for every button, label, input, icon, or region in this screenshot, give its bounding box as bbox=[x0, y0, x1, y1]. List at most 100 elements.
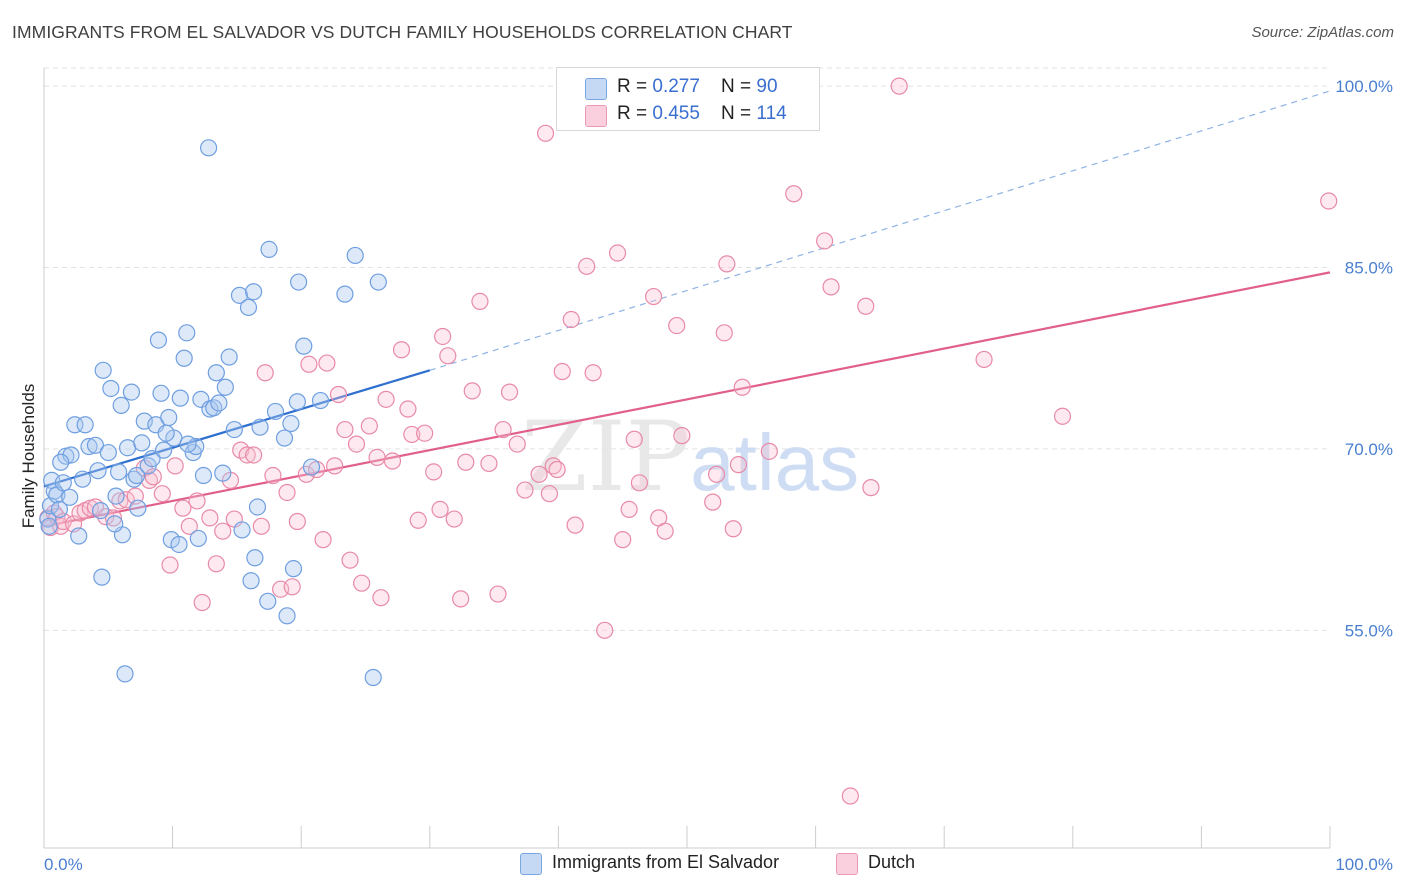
dutch-point bbox=[360, 417, 378, 435]
dutch-point bbox=[278, 483, 296, 502]
dutch-point bbox=[153, 485, 171, 503]
legend-n-label: N = bbox=[721, 103, 757, 124]
x-tick-label-min: 0.0% bbox=[44, 855, 83, 874]
el-salvador-point bbox=[50, 500, 69, 518]
gridlines bbox=[44, 67, 1330, 631]
trend-lines bbox=[43, 90, 1331, 528]
el-salvador-point bbox=[288, 393, 306, 411]
dutch-point bbox=[553, 362, 571, 381]
el-salvador-point bbox=[242, 572, 260, 590]
legend-r-value: 0.455 bbox=[652, 103, 700, 124]
legend-n-label: N = bbox=[721, 76, 757, 97]
dutch-point bbox=[562, 310, 580, 329]
dutch-point bbox=[1320, 192, 1338, 210]
dutch-point bbox=[644, 287, 663, 306]
el-salvador-point bbox=[52, 453, 70, 471]
dutch-point bbox=[862, 479, 880, 497]
legend-n-value: 114 bbox=[756, 103, 787, 124]
dutch-point bbox=[578, 257, 596, 275]
y-tick-label: 100.0% bbox=[1335, 77, 1393, 96]
y-tick-label: 85.0% bbox=[1345, 259, 1393, 278]
dutch-point bbox=[174, 499, 192, 517]
dutch-point bbox=[760, 442, 778, 460]
el-salvador-point bbox=[189, 529, 207, 548]
el-salvador-point bbox=[91, 502, 110, 520]
dutch-point bbox=[724, 520, 742, 538]
dutch-point bbox=[434, 327, 452, 346]
el-salvador-point bbox=[214, 464, 232, 482]
dutch-point bbox=[193, 593, 211, 612]
bottom-legend-swatch-blue bbox=[520, 853, 542, 875]
dutch-point bbox=[566, 516, 584, 534]
dutch-point bbox=[336, 420, 354, 439]
el-salvador-point bbox=[73, 470, 92, 488]
dutch-point bbox=[508, 435, 526, 453]
legend-n-value: 90 bbox=[756, 76, 778, 97]
el-salvador-point bbox=[160, 408, 178, 427]
dutch-point bbox=[372, 589, 390, 607]
dutch-point bbox=[707, 465, 726, 483]
el-salvador-point bbox=[220, 348, 238, 366]
dutch-point bbox=[729, 456, 748, 474]
el-salvador-point bbox=[239, 298, 258, 317]
dutch-point bbox=[377, 390, 395, 408]
el-salvador-point bbox=[40, 517, 58, 535]
source-label: Source: ZipAtlas.com bbox=[1251, 24, 1394, 41]
x-tick-label-max: 100.0% bbox=[1335, 855, 1393, 874]
stats-legend: R = 0.277 N = 90 R = 0.455 N = 114 bbox=[556, 67, 820, 131]
dutch-point bbox=[841, 787, 859, 805]
el-salvador-point bbox=[152, 384, 170, 402]
dutch-point bbox=[614, 531, 632, 549]
el-salvador-point bbox=[54, 474, 72, 492]
dutch-point bbox=[425, 463, 443, 481]
el-salvador-point bbox=[210, 394, 228, 412]
el-salvador-trend-dashed bbox=[429, 90, 1331, 371]
dutch-point bbox=[548, 460, 566, 479]
dutch-point bbox=[329, 385, 348, 404]
el-salvador-point bbox=[127, 466, 146, 485]
el-salvador-point bbox=[251, 418, 269, 436]
dutch-point bbox=[161, 556, 179, 574]
dutch-point bbox=[368, 448, 386, 466]
dutch-point bbox=[890, 77, 908, 95]
legend-swatch-blue bbox=[585, 78, 607, 100]
el-salvador-point bbox=[205, 399, 223, 417]
el-salvador-point bbox=[86, 436, 105, 454]
el-salvador-point bbox=[179, 435, 197, 453]
el-salvador-point bbox=[133, 434, 151, 452]
el-salvador-point bbox=[248, 498, 267, 516]
el-salvador-point bbox=[107, 487, 125, 505]
el-salvador-point bbox=[112, 396, 130, 414]
dutch-point bbox=[445, 510, 463, 528]
el-salvador-point bbox=[246, 549, 264, 567]
dutch-point bbox=[463, 382, 481, 400]
el-salvador-point bbox=[311, 391, 330, 410]
el-salvador-point bbox=[245, 283, 263, 301]
dutch-point bbox=[620, 500, 638, 518]
dutch-point bbox=[318, 354, 336, 372]
dutch-point bbox=[383, 452, 402, 470]
dutch-point bbox=[668, 316, 686, 335]
el-salvador-point bbox=[233, 521, 251, 539]
dutch-point bbox=[452, 590, 470, 608]
dutch-point bbox=[117, 491, 135, 509]
dutch-point bbox=[180, 517, 198, 535]
el-salvador-point bbox=[70, 527, 88, 545]
el-salvador-point bbox=[154, 441, 173, 459]
el-salvador-point bbox=[346, 246, 364, 265]
dutch-point bbox=[975, 350, 993, 369]
y-tick-label: 55.0% bbox=[1345, 621, 1393, 640]
el-salvador-point bbox=[170, 535, 188, 554]
dutch-point bbox=[252, 517, 270, 535]
dutch-point bbox=[314, 531, 332, 549]
el-salvador-point bbox=[284, 560, 303, 578]
el-salvador-point bbox=[295, 337, 313, 355]
dutch-point bbox=[431, 500, 449, 518]
el-salvador-point bbox=[122, 383, 141, 401]
dutch-point bbox=[144, 468, 162, 486]
dutch-point bbox=[785, 185, 803, 203]
el-salvador-points bbox=[39, 139, 387, 687]
dutch-point bbox=[399, 400, 417, 418]
dutch-point bbox=[608, 244, 627, 262]
